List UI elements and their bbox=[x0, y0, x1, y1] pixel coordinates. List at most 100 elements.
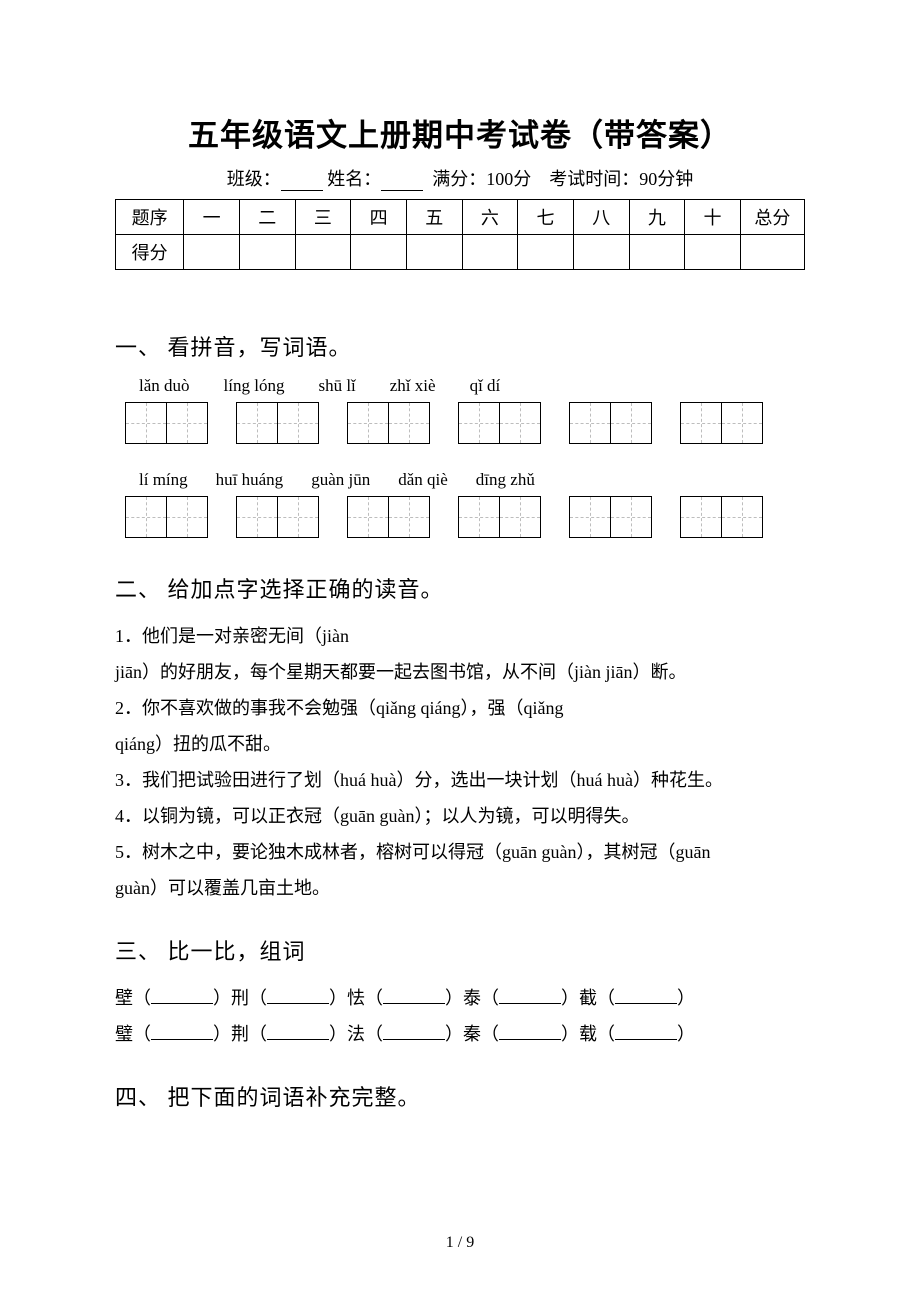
col-9: 九 bbox=[629, 200, 685, 235]
char: 荆 bbox=[231, 1024, 249, 1044]
char: 载 bbox=[579, 1024, 597, 1044]
tianzi-box[interactable] bbox=[347, 496, 430, 538]
char: 泰 bbox=[463, 988, 481, 1008]
name-blank[interactable] bbox=[381, 172, 423, 191]
section1-heading: 一、 看拼音，写词语。 bbox=[115, 330, 805, 362]
col-10: 十 bbox=[685, 200, 741, 235]
char: 怯 bbox=[347, 988, 365, 1008]
tianzi-box[interactable] bbox=[458, 496, 541, 538]
col-total: 总分 bbox=[740, 200, 804, 235]
s2-line: 2．你不喜欢做的事我不会勉强（qiǎng qiáng），强（qiǎng bbox=[115, 690, 805, 726]
s2-line: guàn）可以覆盖几亩土地。 bbox=[115, 870, 805, 906]
score-cell[interactable] bbox=[184, 235, 240, 270]
s2-line: 5．树木之中，要论独木成林者，榕树可以得冠（guān guàn），其树冠（guā… bbox=[115, 834, 805, 870]
tianzi-box[interactable] bbox=[125, 496, 208, 538]
blank[interactable] bbox=[151, 1023, 213, 1040]
s2-line: 3．我们把试验田进行了划（huá huà）分，选出一块计划（huá huà）种花… bbox=[115, 762, 805, 798]
score-cell[interactable] bbox=[629, 235, 685, 270]
char: 刑 bbox=[231, 988, 249, 1008]
class-label: 班级： bbox=[227, 169, 281, 189]
tianzi-box[interactable] bbox=[458, 402, 541, 444]
s3-row1: 壁（）刑（）怯（）泰（）截（） bbox=[115, 980, 805, 1016]
score-table: 题序 一 二 三 四 五 六 七 八 九 十 总分 得分 bbox=[115, 199, 805, 270]
fullscore-label: 满分： bbox=[432, 169, 486, 189]
page-title: 五年级语文上册期中考试卷（带答案） bbox=[115, 110, 805, 155]
pinyin: dīng zhǔ bbox=[476, 470, 535, 490]
blank[interactable] bbox=[151, 987, 213, 1004]
row1-label: 题序 bbox=[116, 200, 184, 235]
char: 璧 bbox=[115, 1024, 133, 1044]
blank[interactable] bbox=[615, 1023, 677, 1040]
col-1: 一 bbox=[184, 200, 240, 235]
boxes-row-2 bbox=[125, 496, 805, 538]
score-cell[interactable] bbox=[295, 235, 351, 270]
char: 法 bbox=[347, 1024, 365, 1044]
blank[interactable] bbox=[267, 987, 329, 1004]
boxes-row-1 bbox=[125, 402, 805, 444]
section4-heading: 四、 把下面的词语补充完整。 bbox=[115, 1080, 805, 1112]
score-cell[interactable] bbox=[518, 235, 574, 270]
section2-body: 1．他们是一对亲密无间（jiàn jiān）的好朋友，每个星期天都要一起去图书馆… bbox=[115, 618, 805, 906]
tianzi-box[interactable] bbox=[347, 402, 430, 444]
time-label: 考试时间： bbox=[549, 169, 639, 189]
col-7: 七 bbox=[518, 200, 574, 235]
section3-body: 壁（）刑（）怯（）泰（）截（） 璧（）荆（）法（）秦（）载（） bbox=[115, 980, 805, 1052]
s2-line: qiáng）扭的瓜不甜。 bbox=[115, 726, 805, 762]
pinyin: huī huáng bbox=[216, 470, 284, 490]
s3-row2: 璧（）荆（）法（）秦（）载（） bbox=[115, 1016, 805, 1052]
blank[interactable] bbox=[383, 987, 445, 1004]
score-table-header-row: 题序 一 二 三 四 五 六 七 八 九 十 总分 bbox=[116, 200, 805, 235]
pinyin: líng lóng bbox=[224, 376, 285, 396]
tianzi-box[interactable] bbox=[125, 402, 208, 444]
col-4: 四 bbox=[351, 200, 407, 235]
score-cell[interactable] bbox=[351, 235, 407, 270]
pinyin: qǐ dí bbox=[470, 376, 501, 396]
s2-line: 4．以铜为镜，可以正衣冠（guān guàn）；以人为镜，可以明得失。 bbox=[115, 798, 805, 834]
time-value: 90分钟 bbox=[639, 169, 693, 189]
name-label: 姓名： bbox=[327, 169, 381, 189]
pinyin: lí míng bbox=[139, 470, 188, 490]
tianzi-box[interactable] bbox=[236, 496, 319, 538]
pinyin-row-2: lí míng huī huáng guàn jūn dǎn qiè dīng … bbox=[139, 470, 805, 490]
pinyin: guàn jūn bbox=[311, 470, 370, 490]
blank[interactable] bbox=[499, 987, 561, 1004]
tianzi-box[interactable] bbox=[680, 402, 763, 444]
section2-heading: 二、 给加点字选择正确的读音。 bbox=[115, 572, 805, 604]
pinyin: shū lǐ bbox=[318, 376, 355, 396]
s2-line: 1．他们是一对亲密无间（jiàn bbox=[115, 618, 805, 654]
score-cell[interactable] bbox=[462, 235, 518, 270]
col-2: 二 bbox=[239, 200, 295, 235]
pinyin-row-1: lǎn duò líng lóng shū lǐ zhǐ xiè qǐ dí bbox=[139, 376, 805, 396]
pinyin: zhǐ xiè bbox=[390, 376, 436, 396]
tianzi-box[interactable] bbox=[569, 402, 652, 444]
page-number: 1 / 9 bbox=[0, 1234, 920, 1252]
score-cell[interactable] bbox=[573, 235, 629, 270]
score-cell[interactable] bbox=[239, 235, 295, 270]
class-blank[interactable] bbox=[281, 172, 323, 191]
blank[interactable] bbox=[615, 987, 677, 1004]
score-cell-total[interactable] bbox=[740, 235, 804, 270]
pinyin: lǎn duò bbox=[139, 376, 190, 396]
score-table-score-row: 得分 bbox=[116, 235, 805, 270]
score-cell[interactable] bbox=[406, 235, 462, 270]
char: 截 bbox=[579, 988, 597, 1008]
char: 壁 bbox=[115, 988, 133, 1008]
tianzi-box[interactable] bbox=[236, 402, 319, 444]
col-6: 六 bbox=[462, 200, 518, 235]
blank[interactable] bbox=[499, 1023, 561, 1040]
col-8: 八 bbox=[573, 200, 629, 235]
tianzi-box[interactable] bbox=[680, 496, 763, 538]
score-cell[interactable] bbox=[685, 235, 741, 270]
blank[interactable] bbox=[267, 1023, 329, 1040]
meta-line: 班级： 姓名： 满分：100分 考试时间：90分钟 bbox=[115, 165, 805, 191]
tianzi-box[interactable] bbox=[569, 496, 652, 538]
blank[interactable] bbox=[383, 1023, 445, 1040]
s2-line: jiān）的好朋友，每个星期天都要一起去图书馆，从不间（jiàn jiān）断。 bbox=[115, 654, 805, 690]
fullscore-value: 100分 bbox=[486, 169, 531, 189]
pinyin: dǎn qiè bbox=[398, 470, 448, 490]
page: 五年级语文上册期中考试卷（带答案） 班级： 姓名： 满分：100分 考试时间：9… bbox=[0, 0, 920, 1302]
row2-label: 得分 bbox=[116, 235, 184, 270]
char: 秦 bbox=[463, 1024, 481, 1044]
section3-heading: 三、 比一比，组词 bbox=[115, 934, 805, 966]
col-5: 五 bbox=[406, 200, 462, 235]
